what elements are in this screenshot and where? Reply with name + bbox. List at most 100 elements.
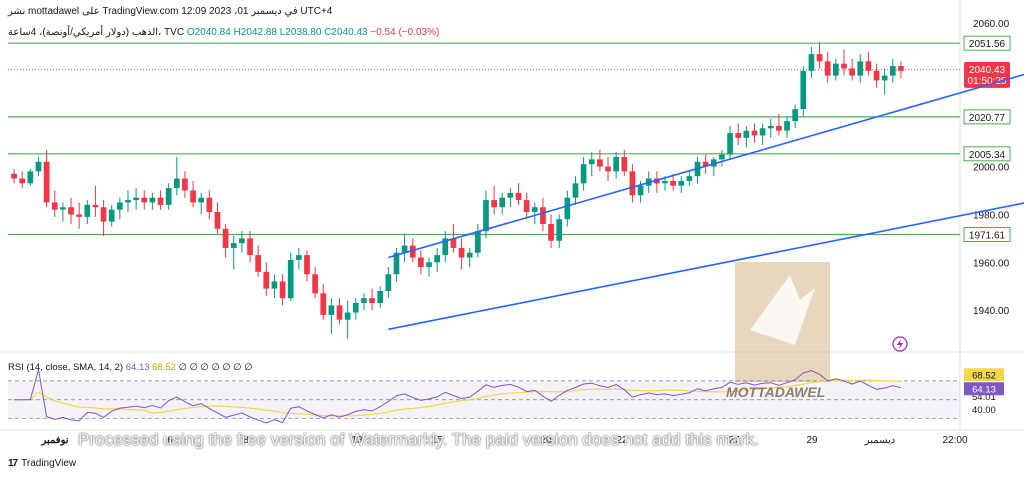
rsi-tag-label: 64.13 [972,384,996,395]
candle [377,286,384,308]
x-tick-label: 13 [351,435,363,446]
level-tag-label: 2020.77 [969,113,1006,124]
y-tick-label: 1960.00 [973,258,1010,269]
candle-body [133,197,139,201]
level-tag [963,109,1011,125]
candle-body [214,212,221,229]
candle [735,123,742,146]
candle-body [393,252,400,275]
x-tick-label: 15 [431,435,443,446]
candle-body [190,190,196,203]
candle-body [824,61,831,76]
candle [499,192,506,215]
rsi-sma-line [14,379,901,417]
candle-body [507,192,514,198]
candle-body [767,125,774,129]
candle [173,157,180,196]
candle [694,157,701,184]
candle-body [43,161,50,203]
candle-body [165,188,172,205]
candle-body [832,63,839,76]
candle-body [889,66,896,76]
y-tick-label: 2060.00 [973,19,1010,30]
candle-body [157,197,164,205]
candle [116,197,123,220]
candle-body [27,171,34,184]
channel-lower-line [388,202,1024,331]
candle-body [173,178,180,189]
candle [767,118,774,138]
candle-body [336,305,343,320]
candle-body [597,159,603,167]
x-tick-label: 6 [167,435,173,446]
candle [824,51,831,83]
candle [60,202,66,222]
candle [361,293,367,311]
x-tick-label: ديسمبر [864,435,895,446]
candle [515,183,522,205]
candle-body [881,75,888,81]
level-tag [963,35,1011,51]
candle-body [857,61,864,76]
rsi-tick-label: 54.01 [972,392,996,403]
rsi-sma-tag-label: 68.52 [972,370,996,381]
candle [442,231,449,263]
candle-body [116,202,123,210]
candle [832,58,839,81]
candle-body [727,133,733,155]
x-tick-label: 29 [806,435,818,446]
candle [841,49,847,76]
lightning-icon [892,336,908,352]
lightning-glyph [897,339,903,349]
candle-body [442,238,449,256]
level-tag [963,227,1011,243]
candle [312,267,318,299]
candle-body [84,204,91,217]
y-tick-label: 2000.00 [973,163,1010,174]
candle-body [849,68,855,76]
candle-body [710,159,717,167]
candle [776,113,782,136]
candle [263,262,270,296]
x-tick-label: 22:00 [942,435,967,446]
candle [418,250,424,275]
candle-body [466,252,473,258]
candle [873,63,880,88]
candle [239,231,245,253]
candle [401,233,408,263]
candle [11,168,17,184]
candle [255,245,262,277]
candle-body [312,274,318,294]
candle [719,149,725,167]
candle [108,204,115,227]
candle [613,152,620,179]
candle-body [564,197,571,220]
candle [369,288,375,311]
symbol-ohlc-legend: الذهب (دولار أمريكي/أونصة)، 4ساعة، TVC O… [8,27,439,38]
candle-body [556,219,563,241]
candle-body [409,245,416,258]
rsi-tag [964,382,1004,396]
level-tag [963,146,1011,162]
candle [743,125,750,148]
candle-body [531,207,538,213]
candle [271,274,278,299]
candle [393,247,400,282]
rsi-legend: RSI (14, close, SMA, 14, 2) 64.13 68.52 … [8,362,252,373]
rsi-line [14,369,902,424]
publish-info: نشر mottadawel على TradingView.com في دي… [8,6,333,17]
candle [548,214,554,248]
candle [304,250,310,282]
candle-body [458,247,465,258]
candle-body [401,245,408,253]
candle [279,274,286,306]
tradingview-logo[interactable]: 17 TradingView [8,458,77,469]
candle-body [483,200,489,232]
candle-body [369,298,375,303]
candle-body [662,180,668,184]
candle-body [474,231,481,253]
candle [344,300,351,339]
candle-body [76,214,83,217]
x-tick-label: 22 [616,435,628,446]
